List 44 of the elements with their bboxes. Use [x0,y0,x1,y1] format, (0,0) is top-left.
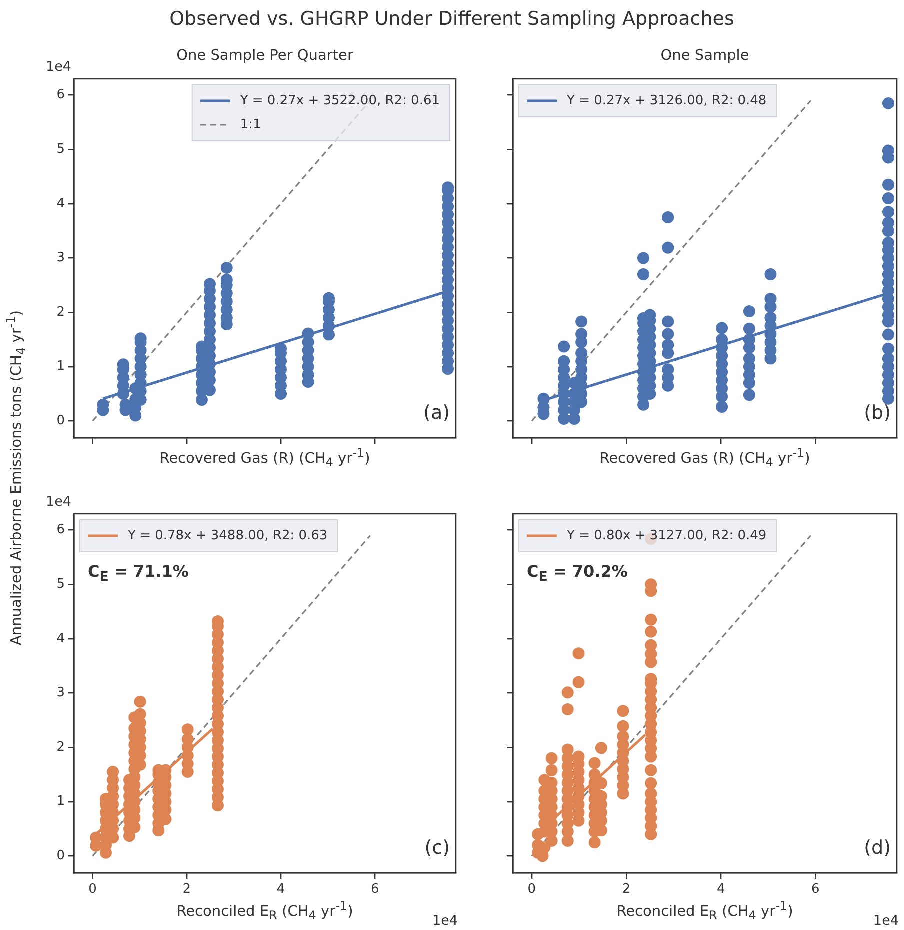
y-tick-label: 2 [56,304,65,320]
chart-title: Observed vs. GHGRP Under Different Sampling Approaches [168,8,736,30]
y-tick-label: 0 [56,414,65,429]
x-tick-label: 0 [528,882,536,898]
y-tick-label: 5 [56,576,65,592]
y-tick-label: 1 [56,794,65,810]
chart-subtitle: One Sample Per Quarter [176,48,354,64]
legend-label: Y = 0.80x + 3127.00, R2: 0.49 [566,528,767,544]
x-tick-label: 0 [88,882,97,898]
y-tick-label: 0 [56,848,65,864]
text: 1e4 [874,913,899,929]
x-axis-title: Reconciled E$_{R}$ (CH$_{4}$ yr$^{-1}$) [616,899,794,923]
y-tick-label: 4 [56,631,65,646]
x-tick-label: 6 [370,882,380,898]
x-axis-title: Reconciled E$_{R}$ (CH$_{4}$ yr$^{-1}$) [176,899,354,923]
annotation: (b) [864,402,891,424]
x-tick-label: 4 [276,882,286,898]
legend-label: Y = 0.27x + 3522.00, R2: 0.61 [239,93,440,108]
legend-label: 1:1 [240,117,262,132]
text: 1e4 [46,494,72,510]
annotation: (c) [424,837,450,859]
x-axis-title: Recovered Gas (R) (CH$_{4}$ yr$^{-1}$) [598,446,812,470]
text: 1e4 [432,913,458,929]
y-tick-label: 3 [56,686,65,701]
x-tick-label: 2 [622,882,631,898]
y-tick-label: 3 [56,250,65,266]
legend-label: Y = 0.27x + 3126.00, R2: 0.48 [566,93,767,108]
annotation: (d) [864,837,891,859]
y-tick-label: 5 [56,142,65,157]
x-tick-label: 4 [716,882,726,898]
y-tick-label: 6 [56,88,65,103]
annotation: C$_{E}$ = 71.1% [88,562,189,586]
chart-title: One Sample [660,48,750,64]
annotation: (a) [424,402,450,424]
y-tick-label: 4 [56,196,65,212]
y-tick-label: 2 [56,740,65,755]
x-tick-label: 6 [812,882,820,898]
y-tick-label: 6 [56,522,65,538]
x-axis-title: Recovered Gas (R) (CH$_{4}$ yr$^{-1}$) [158,446,372,470]
legend-label: Y = 0.78x + 3488.00, R2: 0.63 [127,528,328,544]
y-tick-label: 1 [56,359,65,374]
x-tick-label: 2 [182,882,192,898]
text: 1e4 [46,59,72,75]
annotation: C$_{E}$ = 70.2% [527,562,628,586]
